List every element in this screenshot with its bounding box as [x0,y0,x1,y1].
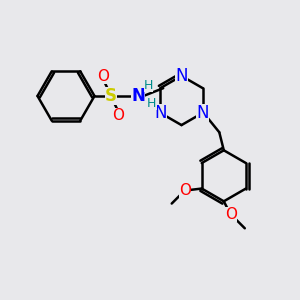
Text: H: H [144,79,153,92]
Text: O: O [225,207,237,222]
Text: S: S [105,87,117,105]
Text: H: H [147,97,157,110]
Text: N: N [154,104,167,122]
Text: N: N [131,87,145,105]
Text: N: N [196,104,209,122]
Text: O: O [98,69,110,84]
Text: O: O [179,182,191,198]
Text: O: O [112,108,124,123]
Text: N: N [175,67,188,85]
